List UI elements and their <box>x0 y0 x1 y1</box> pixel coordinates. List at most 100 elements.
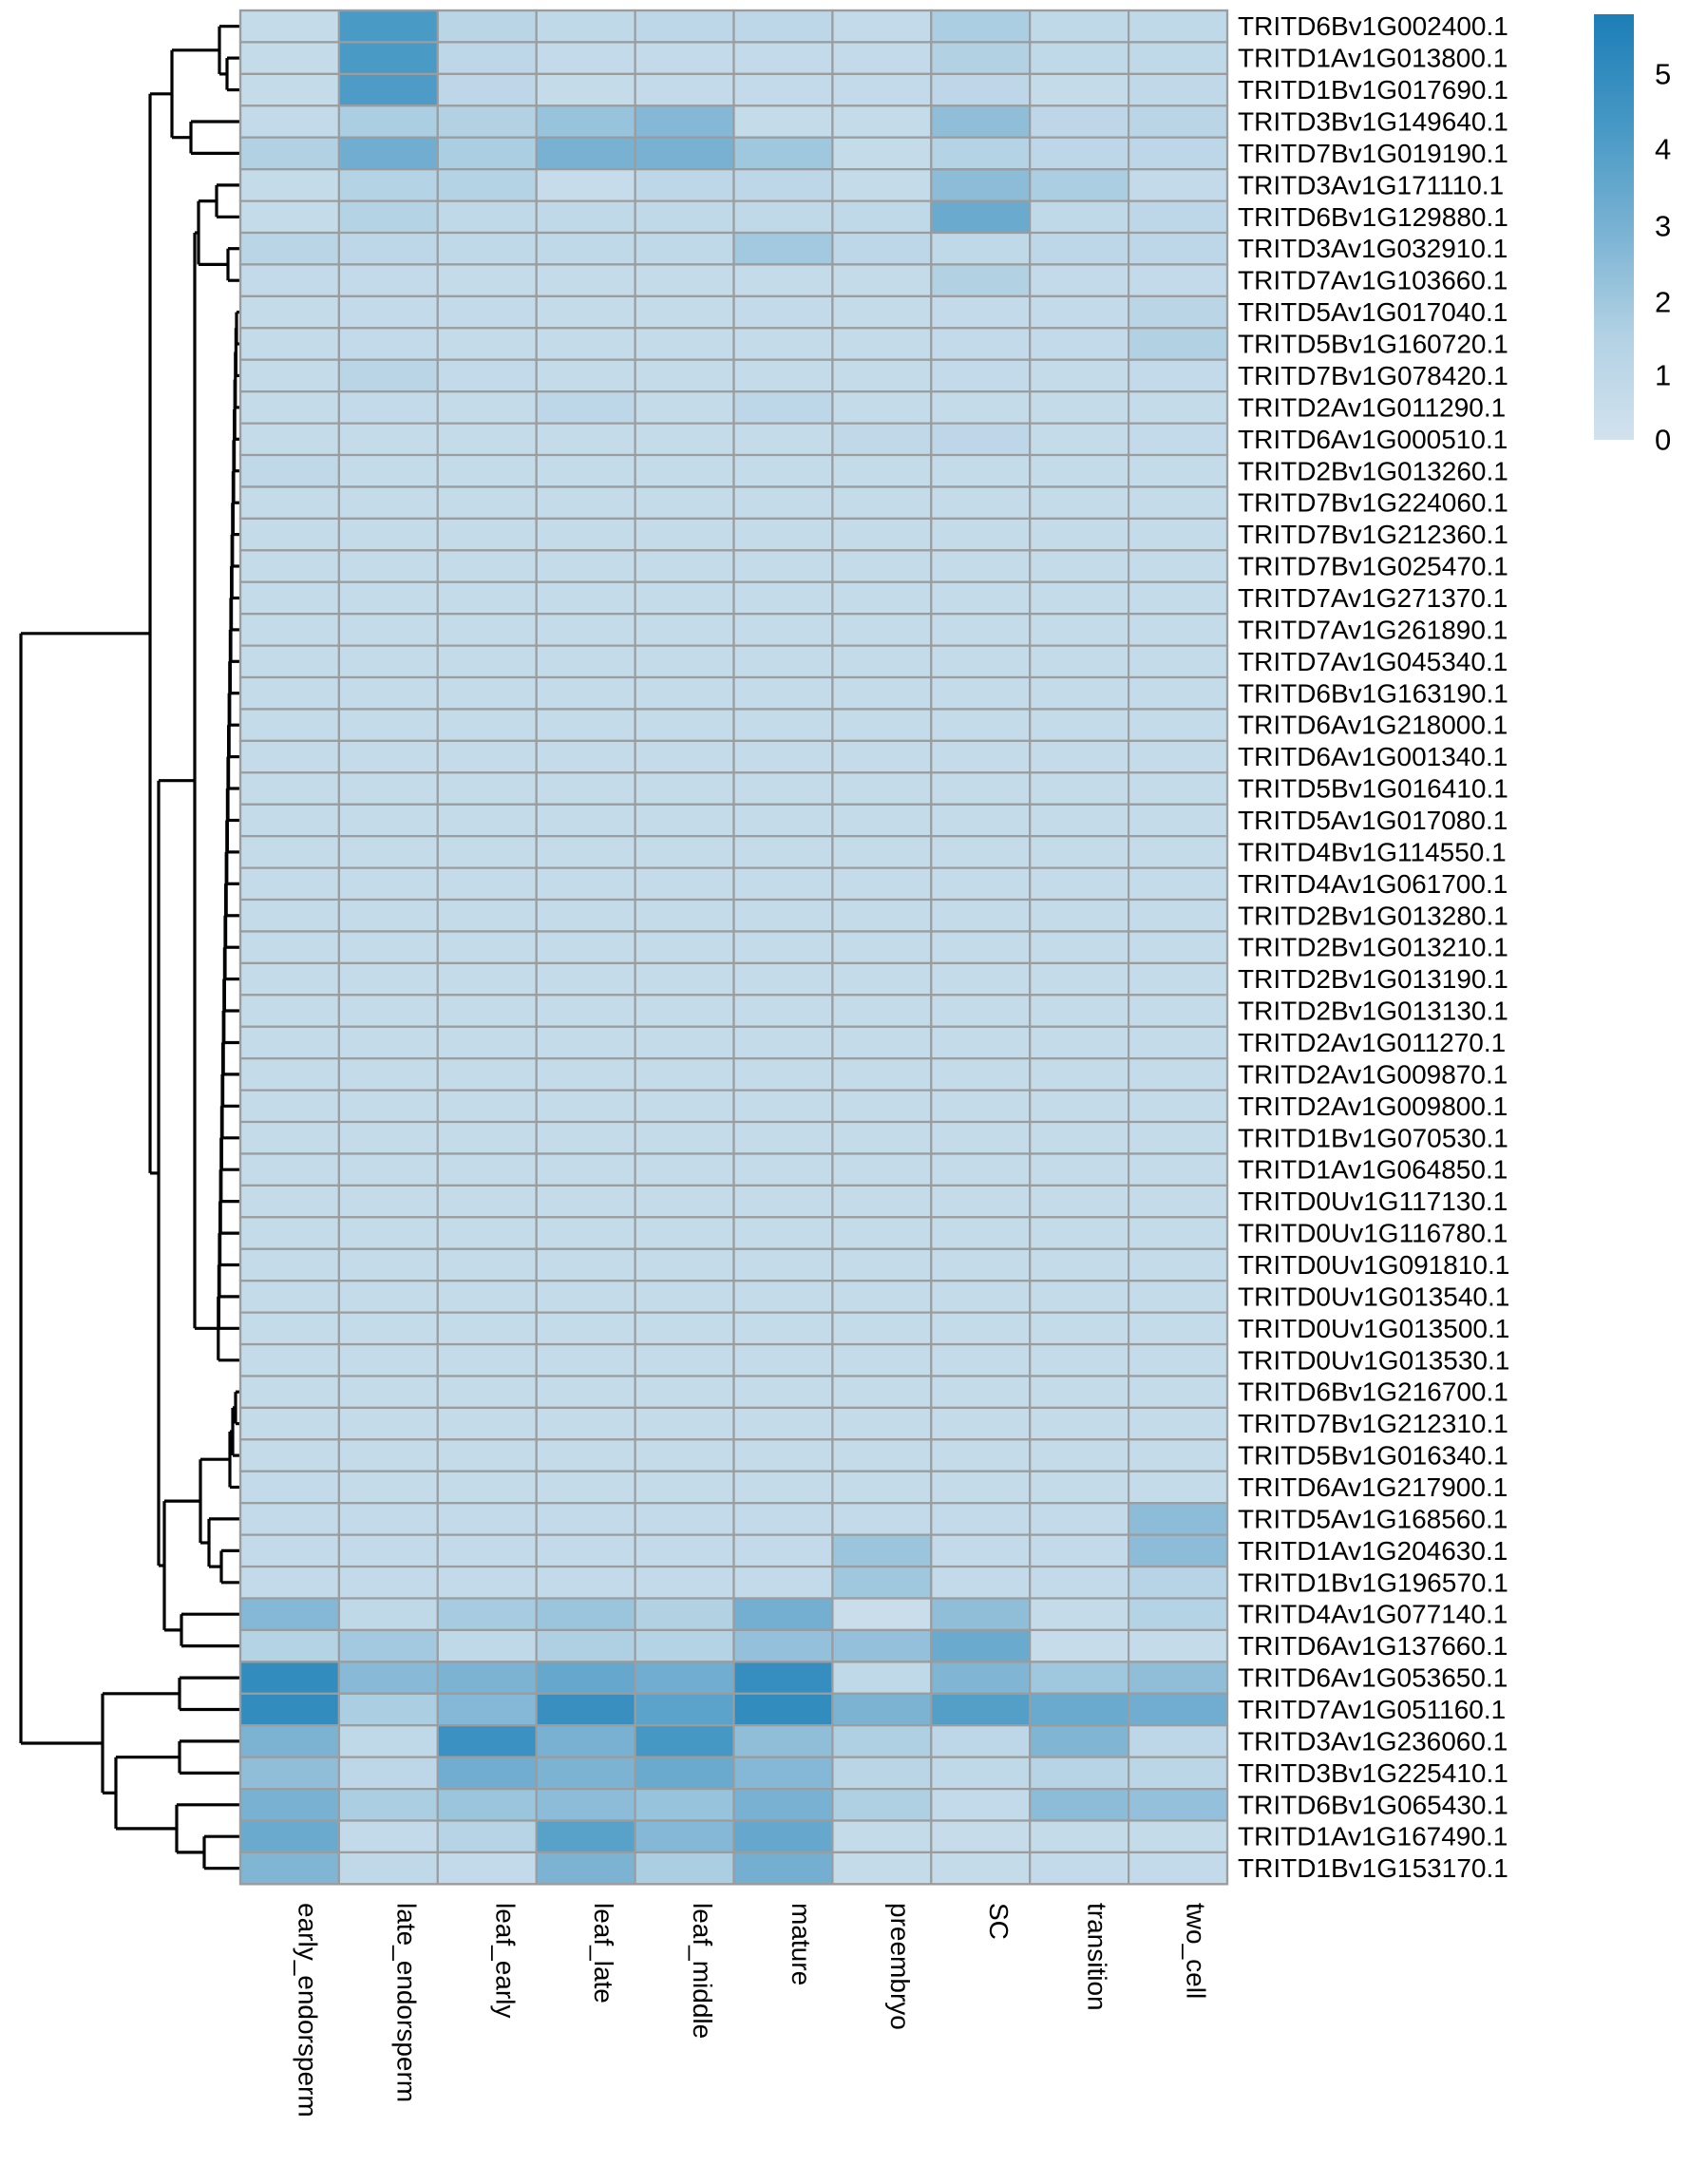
heatmap-cell <box>634 613 735 647</box>
heatmap-cell <box>436 1565 538 1600</box>
heatmap-cell <box>930 961 1032 997</box>
heatmap-cell <box>634 1851 735 1886</box>
heatmap-cell <box>1127 485 1229 521</box>
heatmap-cell <box>930 1184 1032 1219</box>
heatmap-cell <box>930 898 1032 933</box>
heatmap-cell <box>831 1311 933 1346</box>
heatmap-cell <box>634 41 735 75</box>
heatmap-cell <box>831 104 933 139</box>
heatmap-cell <box>1127 1311 1229 1346</box>
heatmap-cell <box>634 739 735 774</box>
heatmap-cell <box>1127 168 1229 202</box>
heatmap-cell <box>831 803 933 838</box>
heatmap-cell <box>1029 549 1130 583</box>
heatmap-cell <box>634 1247 735 1282</box>
row-label-gene: TRITD1Bv1G070530.1 <box>1238 1123 1508 1152</box>
heatmap-cell <box>436 1692 538 1727</box>
row-label-gene: TRITD6Av1G137660.1 <box>1238 1631 1508 1661</box>
heatmap-cell <box>930 708 1032 743</box>
heatmap-cell <box>634 1565 735 1600</box>
heatmap-cell <box>732 72 834 107</box>
heatmap-cell <box>1029 1375 1130 1410</box>
heatmap-cell <box>337 675 439 711</box>
heatmap-cell <box>1127 930 1229 965</box>
row-label-gene: TRITD2Bv1G013190.1 <box>1238 964 1508 994</box>
row-label-gene: TRITD1Bv1G196570.1 <box>1238 1567 1508 1597</box>
heatmap-cell <box>1029 327 1130 361</box>
heatmap-cell <box>1029 898 1130 933</box>
heatmap-cell <box>238 168 341 202</box>
heatmap-cell <box>930 358 1032 393</box>
heatmap-cell <box>1127 1787 1229 1822</box>
heatmap-cell <box>634 549 735 583</box>
heatmap-cell <box>535 1280 636 1314</box>
heatmap-cell <box>732 1375 834 1410</box>
heatmap-cell <box>238 644 341 679</box>
heatmap-cell <box>535 1851 636 1886</box>
heatmap-cell <box>634 485 735 521</box>
heatmap-cell <box>1029 1787 1130 1822</box>
row-label-gene: TRITD4Av1G061700.1 <box>1238 869 1508 899</box>
heatmap-cell <box>535 835 636 869</box>
heatmap-cell <box>1127 1661 1229 1695</box>
row-label-gene: TRITD7Bv1G025470.1 <box>1238 552 1508 581</box>
heatmap-cell <box>535 1057 636 1092</box>
heatmap-cell <box>337 771 439 806</box>
heatmap-cell <box>930 1057 1032 1092</box>
heatmap-cell <box>238 327 341 361</box>
heatmap-cell <box>337 231 439 266</box>
heatmap-cell <box>535 358 636 393</box>
heatmap-cell <box>1029 1342 1130 1377</box>
heatmap-cell <box>634 803 735 838</box>
heatmap-cell <box>1127 803 1229 838</box>
heatmap-cell <box>1127 1406 1229 1441</box>
row-label-gene: TRITD4Av1G077140.1 <box>1238 1600 1508 1629</box>
heatmap-cell <box>436 994 538 1028</box>
heatmap-cell <box>634 1057 735 1092</box>
heatmap-cell <box>1029 517 1130 552</box>
row-label-gene: TRITD7Bv1G212310.1 <box>1238 1409 1508 1438</box>
heatmap-cell <box>535 1470 636 1505</box>
heatmap-cell <box>634 9 735 44</box>
heatmap-cell <box>238 263 341 297</box>
heatmap-cell <box>732 199 834 235</box>
heatmap-cell <box>238 104 341 139</box>
heatmap-cell <box>732 294 834 330</box>
heatmap-cell <box>732 739 834 774</box>
heatmap-cell <box>238 1280 341 1314</box>
heatmap-cell <box>732 136 834 171</box>
row-label-gene: TRITD6Av1G001340.1 <box>1238 742 1508 771</box>
heatmap-cell <box>930 675 1032 711</box>
row-label-gene: TRITD7Av1G103660.1 <box>1238 266 1508 295</box>
heatmap-cell <box>634 708 735 743</box>
heatmap-cell <box>1029 1216 1130 1250</box>
heatmap-cell <box>1127 549 1229 583</box>
heatmap-cell <box>831 994 933 1028</box>
row-label-gene: TRITD6Av1G053650.1 <box>1238 1663 1508 1693</box>
heatmap-cell <box>436 390 538 425</box>
heatmap-cell <box>1127 1724 1229 1758</box>
heatmap-cell <box>436 1120 538 1155</box>
heatmap-cell <box>831 1057 933 1092</box>
row-label-gene: TRITD6Bv1G065430.1 <box>1238 1790 1508 1819</box>
heatmap-cell <box>436 1438 538 1472</box>
heatmap-cell <box>732 1692 834 1727</box>
heatmap-cell <box>1127 708 1229 743</box>
heatmap-cell <box>930 517 1032 552</box>
heatmap-cell <box>634 199 735 235</box>
heatmap-cell <box>634 1089 735 1124</box>
heatmap-cell <box>1029 485 1130 521</box>
heatmap-cell <box>1029 835 1130 869</box>
heatmap-cell <box>337 1661 439 1695</box>
heatmap-cell <box>1029 1438 1130 1472</box>
heatmap-cell <box>535 1342 636 1377</box>
heatmap-cell <box>930 453 1032 488</box>
column-label-tissue: early_endorsperm <box>294 1903 323 2118</box>
heatmap-cell <box>436 199 538 235</box>
heatmap-cell <box>930 168 1032 202</box>
heatmap-cell <box>436 549 538 583</box>
heatmap-cell <box>634 835 735 869</box>
row-label-gene: TRITD0Uv1G013500.1 <box>1238 1314 1509 1343</box>
heatmap-cell <box>930 644 1032 679</box>
heatmap-cell <box>535 263 636 297</box>
